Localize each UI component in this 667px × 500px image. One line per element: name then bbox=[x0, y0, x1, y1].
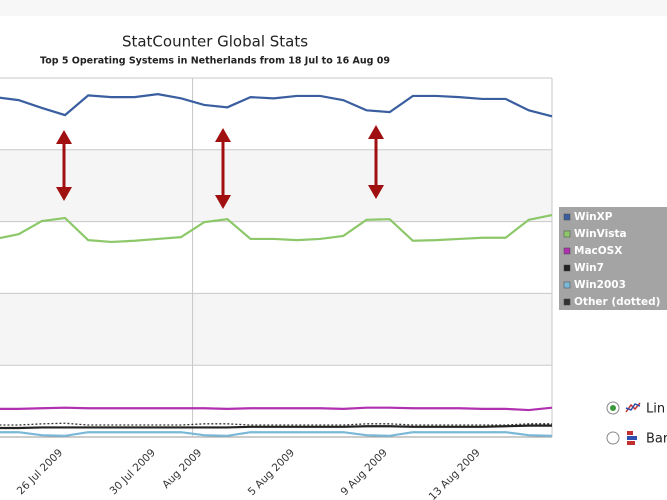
bar-icon bbox=[627, 441, 635, 445]
option-label[interactable]: Lin bbox=[646, 402, 665, 417]
line-icon bbox=[625, 403, 641, 411]
grid-band bbox=[0, 149, 552, 222]
x-tick-label: 30 Jul 2009 bbox=[107, 447, 158, 498]
legend-swatch bbox=[563, 298, 571, 306]
series-line bbox=[0, 213, 553, 244]
top-strip bbox=[0, 0, 667, 16]
x-tick-label: 5 Aug 2009 bbox=[246, 447, 297, 498]
legend-swatch bbox=[563, 264, 571, 272]
legend-label: WinVista bbox=[574, 228, 627, 240]
x-tick-label: Aug 2009 bbox=[160, 447, 204, 491]
series-line bbox=[0, 431, 553, 437]
legend-label: MacOSX bbox=[574, 245, 622, 257]
legend-label: Win2003 bbox=[574, 279, 626, 291]
chart-subtitle: Top 5 Operating Systems in Netherlands f… bbox=[40, 56, 390, 67]
series-line bbox=[0, 424, 552, 430]
view-options: Lin Bar bbox=[606, 401, 667, 447]
x-tick-label: 26 Jul 2009 bbox=[15, 447, 66, 498]
bar-icon bbox=[627, 436, 637, 440]
annotation-arrows bbox=[56, 125, 384, 209]
option-label[interactable]: Bar bbox=[646, 432, 667, 447]
x-tick-label: 13 Aug 2009 bbox=[427, 447, 483, 500]
radio-dot bbox=[610, 405, 616, 411]
legend-label: Win7 bbox=[574, 262, 604, 274]
radio-button[interactable] bbox=[606, 431, 620, 445]
legend-swatch bbox=[563, 230, 571, 238]
grid-band bbox=[0, 293, 552, 366]
legend-swatch bbox=[563, 281, 571, 289]
series-line bbox=[0, 406, 553, 412]
chart-title: StatCounter Global Stats bbox=[122, 33, 308, 51]
series-lines bbox=[0, 93, 553, 437]
legend-label: Other (dotted) bbox=[574, 296, 660, 308]
series-line bbox=[0, 93, 553, 118]
legend-swatch bbox=[563, 247, 571, 255]
x-tick-label: 9 Aug 2009 bbox=[339, 447, 390, 498]
plot-area: 26 Jul 2009 30 Jul 2009 Aug 2009 5 Aug 2009… bbox=[0, 77, 553, 500]
legend-box bbox=[559, 207, 667, 310]
legend-swatch bbox=[563, 213, 571, 221]
legend: WinXP WinVista MacOSX Win7 Win2003 Other (dot… bbox=[563, 211, 660, 308]
legend-label: WinXP bbox=[574, 211, 613, 223]
series-line bbox=[0, 422, 552, 426]
bar-icon bbox=[627, 431, 633, 435]
